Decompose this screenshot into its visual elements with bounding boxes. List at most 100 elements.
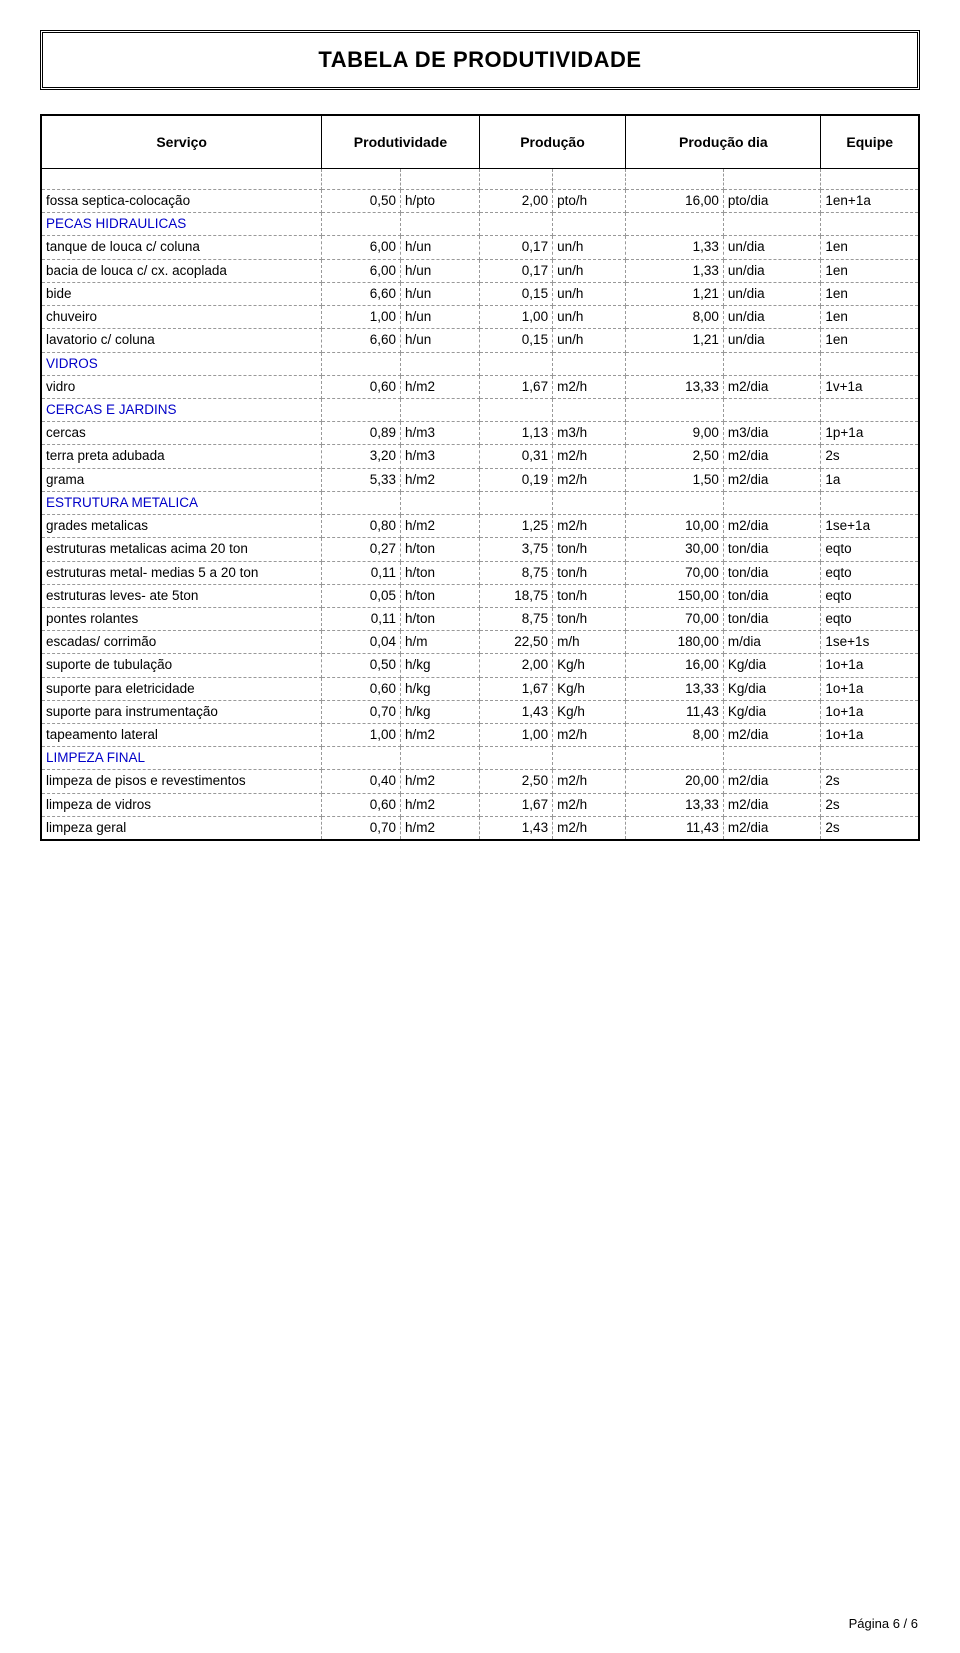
- cell-servico: limpeza de pisos e revestimentos: [41, 770, 322, 793]
- cell-produtividade-unit: h/pto: [400, 190, 479, 213]
- cell-producao-dia-value: 16,00: [626, 190, 724, 213]
- cell-empty: [479, 747, 552, 770]
- page-title: TABELA DE PRODUTIVIDADE: [51, 47, 909, 73]
- section-label: PECAS HIDRAULICAS: [41, 213, 322, 236]
- cell-producao-value: 1,43: [479, 816, 552, 840]
- cell-producao-dia-unit: Kg/dia: [723, 700, 821, 723]
- table-row: estruturas metalicas acima 20 ton0,27h/t…: [41, 538, 919, 561]
- cell-empty: [723, 352, 821, 375]
- cell-equipe: 1se+1s: [821, 631, 919, 654]
- cell-produtividade-unit: h/m3: [400, 422, 479, 445]
- cell-produtividade-value: 0,60: [322, 375, 401, 398]
- cell-equipe: 1en: [821, 329, 919, 352]
- table-row: limpeza de vidros0,60h/m21,67m2/h13,33m2…: [41, 793, 919, 816]
- cell-producao-dia-value: 20,00: [626, 770, 724, 793]
- cell-producao-dia-value: 8,00: [626, 306, 724, 329]
- cell-empty: [626, 491, 724, 514]
- cell-producao-dia-unit: un/dia: [723, 282, 821, 305]
- table-row: suporte para instrumentação0,70h/kg1,43K…: [41, 700, 919, 723]
- table-row: bide6,60h/un0,15un/h1,21un/dia1en: [41, 282, 919, 305]
- cell-empty: [479, 213, 552, 236]
- cell-producao-dia-unit: ton/dia: [723, 607, 821, 630]
- cell-producao-unit: Kg/h: [553, 654, 626, 677]
- cell-produtividade-unit: h/kg: [400, 700, 479, 723]
- cell-producao-value: 1,67: [479, 677, 552, 700]
- cell-empty: [479, 398, 552, 421]
- cell-empty: [553, 747, 626, 770]
- cell-produtividade-value: 6,60: [322, 329, 401, 352]
- cell-empty: [322, 352, 401, 375]
- cell-empty: [723, 398, 821, 421]
- table-row: VIDROS: [41, 352, 919, 375]
- cell-servico: grades metalicas: [41, 515, 322, 538]
- cell-producao-dia-unit: un/dia: [723, 236, 821, 259]
- cell-servico: bide: [41, 282, 322, 305]
- cell-equipe: 1en+1a: [821, 190, 919, 213]
- cell-produtividade-unit: h/kg: [400, 677, 479, 700]
- cell-producao-dia-unit: m2/dia: [723, 445, 821, 468]
- cell-producao-dia-unit: m3/dia: [723, 422, 821, 445]
- cell-producao-value: 8,75: [479, 607, 552, 630]
- cell-servico: estruturas metalicas acima 20 ton: [41, 538, 322, 561]
- cell-blank: [400, 169, 479, 190]
- section-label: VIDROS: [41, 352, 322, 375]
- cell-produtividade-value: 1,00: [322, 306, 401, 329]
- cell-equipe: 1en: [821, 259, 919, 282]
- cell-produtividade-unit: h/m2: [400, 816, 479, 840]
- table-body: fossa septica-colocação0,50h/pto2,00pto/…: [41, 169, 919, 841]
- cell-producao-unit: Kg/h: [553, 700, 626, 723]
- cell-producao-dia-value: 1,21: [626, 329, 724, 352]
- cell-empty: [479, 352, 552, 375]
- cell-servico: lavatorio c/ coluna: [41, 329, 322, 352]
- cell-producao-value: 0,15: [479, 329, 552, 352]
- cell-blank: [553, 169, 626, 190]
- cell-produtividade-value: 0,60: [322, 677, 401, 700]
- table-row: estruturas leves- ate 5ton0,05h/ton18,75…: [41, 584, 919, 607]
- cell-servico: fossa septica-colocação: [41, 190, 322, 213]
- cell-producao-dia-unit: ton/dia: [723, 584, 821, 607]
- cell-empty: [400, 398, 479, 421]
- cell-empty: [723, 491, 821, 514]
- cell-equipe: 1p+1a: [821, 422, 919, 445]
- cell-producao-value: 1,43: [479, 700, 552, 723]
- cell-producao-dia-unit: ton/dia: [723, 538, 821, 561]
- cell-producao-value: 1,00: [479, 724, 552, 747]
- cell-empty: [821, 213, 919, 236]
- cell-producao-dia-unit: m2/dia: [723, 770, 821, 793]
- cell-empty: [553, 491, 626, 514]
- table-row: ESTRUTURA METALICA: [41, 491, 919, 514]
- cell-producao-dia-unit: Kg/dia: [723, 677, 821, 700]
- cell-servico: estruturas leves- ate 5ton: [41, 584, 322, 607]
- cell-equipe: 1a: [821, 468, 919, 491]
- table-row: grama5,33h/m20,19m2/h1,50m2/dia1a: [41, 468, 919, 491]
- cell-blank: [821, 169, 919, 190]
- cell-producao-dia-value: 70,00: [626, 561, 724, 584]
- cell-producao-dia-value: 150,00: [626, 584, 724, 607]
- header-producao: Produção: [479, 115, 626, 169]
- section-label: CERCAS E JARDINS: [41, 398, 322, 421]
- cell-producao-unit: un/h: [553, 259, 626, 282]
- cell-equipe: eqto: [821, 584, 919, 607]
- cell-empty: [400, 213, 479, 236]
- cell-produtividade-value: 0,27: [322, 538, 401, 561]
- cell-producao-value: 0,31: [479, 445, 552, 468]
- cell-empty: [322, 491, 401, 514]
- cell-produtividade-value: 0,80: [322, 515, 401, 538]
- cell-produtividade-value: 0,50: [322, 190, 401, 213]
- cell-producao-value: 0,15: [479, 282, 552, 305]
- cell-producao-unit: m2/h: [553, 793, 626, 816]
- cell-blank: [723, 169, 821, 190]
- cell-produtividade-value: 6,60: [322, 282, 401, 305]
- cell-equipe: eqto: [821, 538, 919, 561]
- cell-producao-value: 1,67: [479, 375, 552, 398]
- cell-produtividade-unit: h/m: [400, 631, 479, 654]
- table-row: vidro0,60h/m21,67m2/h13,33m2/dia1v+1a: [41, 375, 919, 398]
- cell-producao-dia-value: 11,43: [626, 816, 724, 840]
- page-footer: Página 6 / 6: [849, 1616, 918, 1631]
- cell-servico: escadas/ corrimão: [41, 631, 322, 654]
- cell-producao-unit: m2/h: [553, 515, 626, 538]
- cell-producao-unit: pto/h: [553, 190, 626, 213]
- cell-produtividade-value: 3,20: [322, 445, 401, 468]
- cell-equipe: 1en: [821, 282, 919, 305]
- table-row: bacia de louca c/ cx. acoplada6,00h/un0,…: [41, 259, 919, 282]
